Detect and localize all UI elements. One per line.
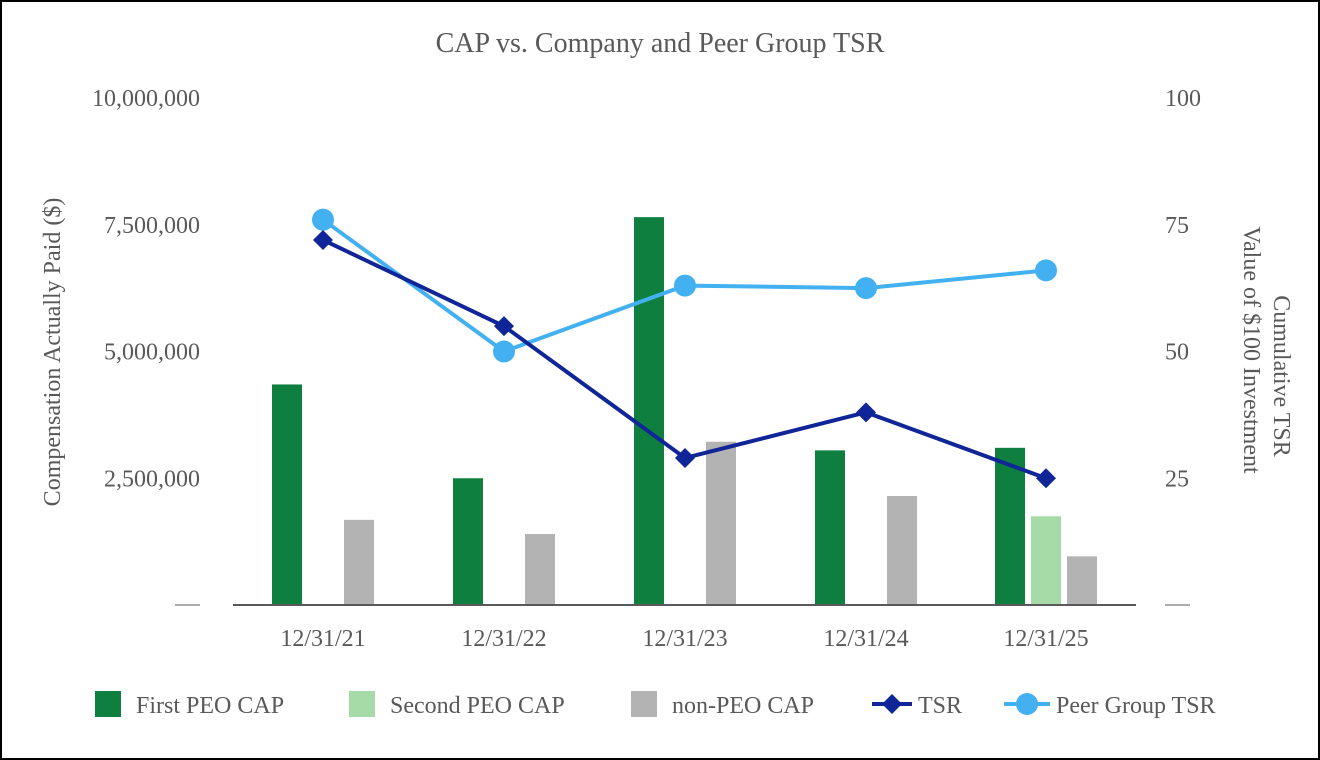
x-tick-label: 12/31/22 [461, 626, 546, 652]
legend-label-tsr: TSR [918, 693, 962, 719]
point-tsr-2 [675, 447, 695, 468]
left-tick-label: 10,000,000 [92, 86, 200, 112]
chart-title: CAP vs. Company and Peer Group TSR [436, 28, 885, 59]
point-peer-group-tsr-3 [855, 277, 877, 300]
left-axis-ticks: 2,500,000 5,000,000 7,500,000 10,000,000 [92, 86, 200, 492]
point-peer-group-tsr-0 [312, 208, 334, 231]
point-peer-group-tsr-2 [674, 274, 696, 297]
legend-label-non-peo-cap: non-PEO CAP [672, 693, 814, 719]
bar-first-peo-cap-3 [815, 450, 845, 605]
x-tick-label: 12/31/24 [823, 626, 908, 652]
bar-non-peo-cap-4 [1067, 556, 1097, 605]
right-axis-ticks: 25 50 75 100 [1165, 86, 1201, 492]
bar-non-peo-cap-1 [525, 534, 555, 605]
legend-swatch-first-peo-cap [95, 691, 121, 717]
legend-marker-peer-group-tsr [1016, 693, 1038, 715]
legend-label-first-peo-cap: First PEO CAP [136, 693, 284, 719]
bar-non-peo-cap-2 [706, 441, 736, 605]
legend-label-second-peo-cap: Second PEO CAP [390, 693, 565, 719]
left-tick-label: 7,500,000 [104, 213, 200, 239]
x-tick-label: 12/31/23 [642, 626, 727, 652]
bar-non-peo-cap-3 [887, 495, 917, 605]
bar-second-peo-cap-4 [1031, 516, 1061, 605]
right-axis-title-line2: Value of $100 Investment [1238, 226, 1264, 474]
point-tsr-0 [313, 229, 333, 250]
right-axis-title-line1: Cumulative TSR [1268, 295, 1294, 457]
point-tsr-3 [856, 402, 876, 423]
x-tick-label: 12/31/21 [280, 626, 365, 652]
right-tick-label: 100 [1165, 86, 1201, 112]
point-tsr-1 [494, 316, 514, 337]
point-tsr-4 [1036, 468, 1056, 489]
left-tick-label: 2,500,000 [104, 466, 200, 492]
point-peer-group-tsr-4 [1035, 259, 1057, 282]
bar-first-peo-cap-2 [634, 217, 664, 605]
legend-label-peer-group-tsr: Peer Group TSR [1056, 693, 1216, 719]
bar-first-peo-cap-1 [453, 478, 483, 605]
line-series-group [312, 208, 1057, 489]
left-axis-title: Compensation Actually Paid ($) [40, 198, 66, 507]
right-tick-label: 50 [1165, 340, 1189, 366]
legend-marker-tsr [882, 694, 902, 714]
legend-swatch-second-peo-cap [349, 691, 375, 717]
right-tick-label: 25 [1165, 466, 1189, 492]
bar-series-group [272, 217, 1097, 605]
bar-non-peo-cap-0 [344, 519, 374, 605]
bar-first-peo-cap-4 [995, 447, 1025, 605]
point-peer-group-tsr-1 [493, 340, 515, 363]
legend: First PEO CAP Second PEO CAP non-PEO CAP TS… [95, 691, 1216, 719]
x-tick-label: 12/31/25 [1003, 626, 1088, 652]
legend-swatch-non-peo-cap [631, 691, 657, 717]
x-axis-ticks: 12/31/21 12/31/22 12/31/23 12/31/24 12/31/25 [280, 626, 1088, 652]
bar-first-peo-cap-0 [272, 384, 302, 605]
left-tick-label: 5,000,000 [104, 340, 200, 366]
right-tick-label: 75 [1165, 213, 1189, 239]
